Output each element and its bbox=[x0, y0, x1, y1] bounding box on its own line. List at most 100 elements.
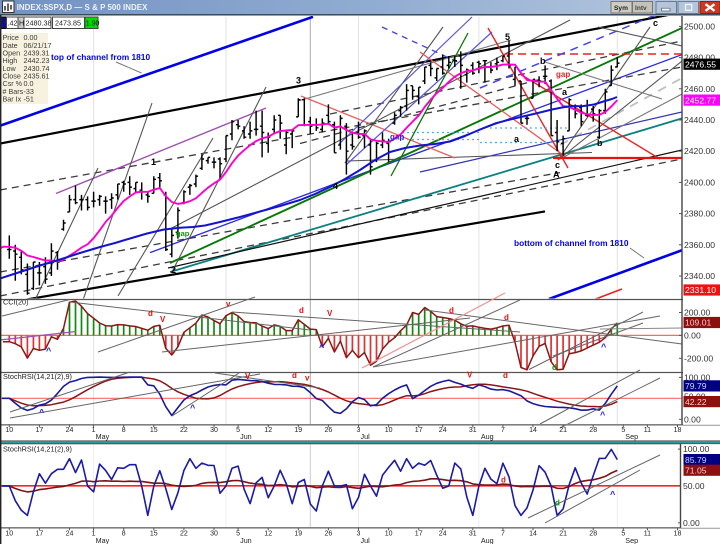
svg-text:17: 17 bbox=[415, 427, 423, 434]
svg-text:24: 24 bbox=[439, 531, 447, 538]
svg-text:26: 26 bbox=[325, 531, 333, 538]
svg-text:d: d bbox=[501, 476, 506, 485]
svg-text:^: ^ bbox=[190, 403, 196, 413]
svg-text:10: 10 bbox=[385, 427, 393, 434]
svg-text:^: ^ bbox=[319, 343, 325, 353]
svg-text:14: 14 bbox=[529, 427, 537, 434]
svg-text:gap: gap bbox=[176, 229, 190, 238]
svg-text:109.01: 109.01 bbox=[685, 318, 712, 328]
svg-text:^: ^ bbox=[610, 490, 616, 500]
svg-text:200.00: 200.00 bbox=[684, 308, 711, 318]
svg-text:gap: gap bbox=[556, 70, 570, 79]
svg-text:42.22: 42.22 bbox=[685, 397, 707, 407]
svg-text:17: 17 bbox=[415, 531, 423, 538]
svg-text:10: 10 bbox=[385, 531, 393, 538]
svg-text:top of channel from 1810: top of channel from 1810 bbox=[51, 52, 150, 62]
svg-text:15: 15 bbox=[150, 427, 158, 434]
svg-text:d: d bbox=[292, 371, 297, 380]
svg-text:Sep: Sep bbox=[625, 536, 638, 544]
svg-text:18: 18 bbox=[674, 427, 682, 434]
svg-text:2400.00: 2400.00 bbox=[684, 177, 715, 187]
svg-text:19: 19 bbox=[294, 531, 302, 538]
svg-text:d: d bbox=[503, 371, 508, 380]
svg-text:2500.00: 2500.00 bbox=[684, 21, 715, 31]
svg-text:2360.00: 2360.00 bbox=[684, 240, 715, 250]
svg-text:V: V bbox=[327, 309, 333, 318]
svg-text:2: 2 bbox=[171, 265, 176, 275]
svg-text:14: 14 bbox=[529, 531, 537, 538]
svg-text:d: d bbox=[449, 306, 454, 315]
svg-text:11: 11 bbox=[644, 531, 651, 538]
svg-text:79.79: 79.79 bbox=[685, 381, 707, 391]
svg-text:V: V bbox=[467, 371, 473, 380]
svg-text:11: 11 bbox=[644, 427, 651, 434]
svg-text:Jun: Jun bbox=[240, 432, 252, 441]
svg-text:v: v bbox=[305, 374, 310, 383]
svg-text:24: 24 bbox=[439, 427, 447, 434]
svg-text:V: V bbox=[245, 372, 251, 381]
svg-text:d: d bbox=[148, 309, 153, 318]
svg-text:CCI(20): CCI(20) bbox=[3, 297, 29, 306]
svg-text:d: d bbox=[552, 363, 557, 372]
svg-text:2476.55: 2476.55 bbox=[685, 59, 716, 69]
svg-text:4: 4 bbox=[333, 181, 338, 191]
svg-text:-200.00: -200.00 bbox=[684, 353, 713, 363]
svg-text:v: v bbox=[226, 300, 231, 309]
svg-text:7: 7 bbox=[501, 531, 505, 538]
svg-text:^: ^ bbox=[46, 346, 52, 356]
svg-text:71.05: 71.05 bbox=[685, 465, 707, 475]
svg-text:Aug: Aug bbox=[481, 432, 494, 441]
svg-text:21: 21 bbox=[559, 427, 567, 434]
svg-text:.42: .42 bbox=[8, 19, 18, 28]
svg-text:May: May bbox=[96, 536, 110, 544]
svg-text:50.00: 50.00 bbox=[683, 481, 705, 491]
svg-text:2380.00: 2380.00 bbox=[684, 209, 715, 219]
svg-text:7: 7 bbox=[501, 427, 505, 434]
svg-text:May: May bbox=[96, 432, 110, 441]
svg-text:2480.38: 2480.38 bbox=[26, 19, 52, 28]
svg-text:22: 22 bbox=[180, 427, 188, 434]
svg-text:24: 24 bbox=[66, 531, 74, 538]
svg-text:2452.77: 2452.77 bbox=[685, 95, 716, 105]
svg-text:2473.85: 2473.85 bbox=[55, 19, 81, 28]
svg-text:2460.00: 2460.00 bbox=[684, 84, 715, 94]
svg-text:d: d bbox=[504, 313, 509, 322]
svg-text:5: 5 bbox=[505, 32, 510, 42]
svg-text:A: A bbox=[553, 170, 560, 180]
svg-text:12: 12 bbox=[264, 531, 272, 538]
svg-text:1: 1 bbox=[151, 157, 156, 167]
svg-text:85.79: 85.79 bbox=[685, 455, 707, 465]
svg-text:H: H bbox=[19, 19, 24, 28]
svg-text:0.00: 0.00 bbox=[683, 518, 700, 528]
svg-text:3: 3 bbox=[296, 76, 301, 86]
svg-text:Sep: Sep bbox=[625, 432, 638, 441]
svg-text:d: d bbox=[299, 306, 304, 315]
svg-text:0.00: 0.00 bbox=[684, 414, 701, 424]
svg-text:b: b bbox=[597, 138, 603, 148]
svg-text:19: 19 bbox=[294, 427, 302, 434]
svg-text:Bar Ix: Bar Ix bbox=[3, 94, 22, 103]
svg-text:c: c bbox=[555, 160, 560, 170]
svg-text:24: 24 bbox=[66, 427, 74, 434]
svg-text:31: 31 bbox=[469, 427, 477, 434]
svg-text:2440.00: 2440.00 bbox=[684, 115, 715, 125]
svg-text:2420.00: 2420.00 bbox=[684, 146, 715, 156]
svg-text:Jul: Jul bbox=[361, 432, 371, 441]
svg-text:17: 17 bbox=[36, 531, 44, 538]
svg-text:Sym: Sym bbox=[614, 5, 628, 12]
svg-text:28: 28 bbox=[589, 531, 597, 538]
svg-text:Aug: Aug bbox=[481, 536, 494, 544]
svg-text:10: 10 bbox=[5, 427, 13, 434]
svg-text:2340.00: 2340.00 bbox=[684, 271, 715, 281]
svg-text:8: 8 bbox=[122, 531, 126, 538]
svg-text:^: ^ bbox=[601, 342, 607, 352]
svg-text:10: 10 bbox=[5, 531, 13, 538]
svg-text:gap: gap bbox=[390, 133, 404, 142]
svg-text:18: 18 bbox=[674, 531, 682, 538]
svg-text:22: 22 bbox=[180, 531, 188, 538]
svg-text:V: V bbox=[160, 315, 166, 324]
svg-text:-51: -51 bbox=[24, 94, 34, 103]
svg-text:c: c bbox=[653, 18, 658, 28]
svg-text:31: 31 bbox=[469, 531, 477, 538]
svg-text:17: 17 bbox=[36, 427, 44, 434]
